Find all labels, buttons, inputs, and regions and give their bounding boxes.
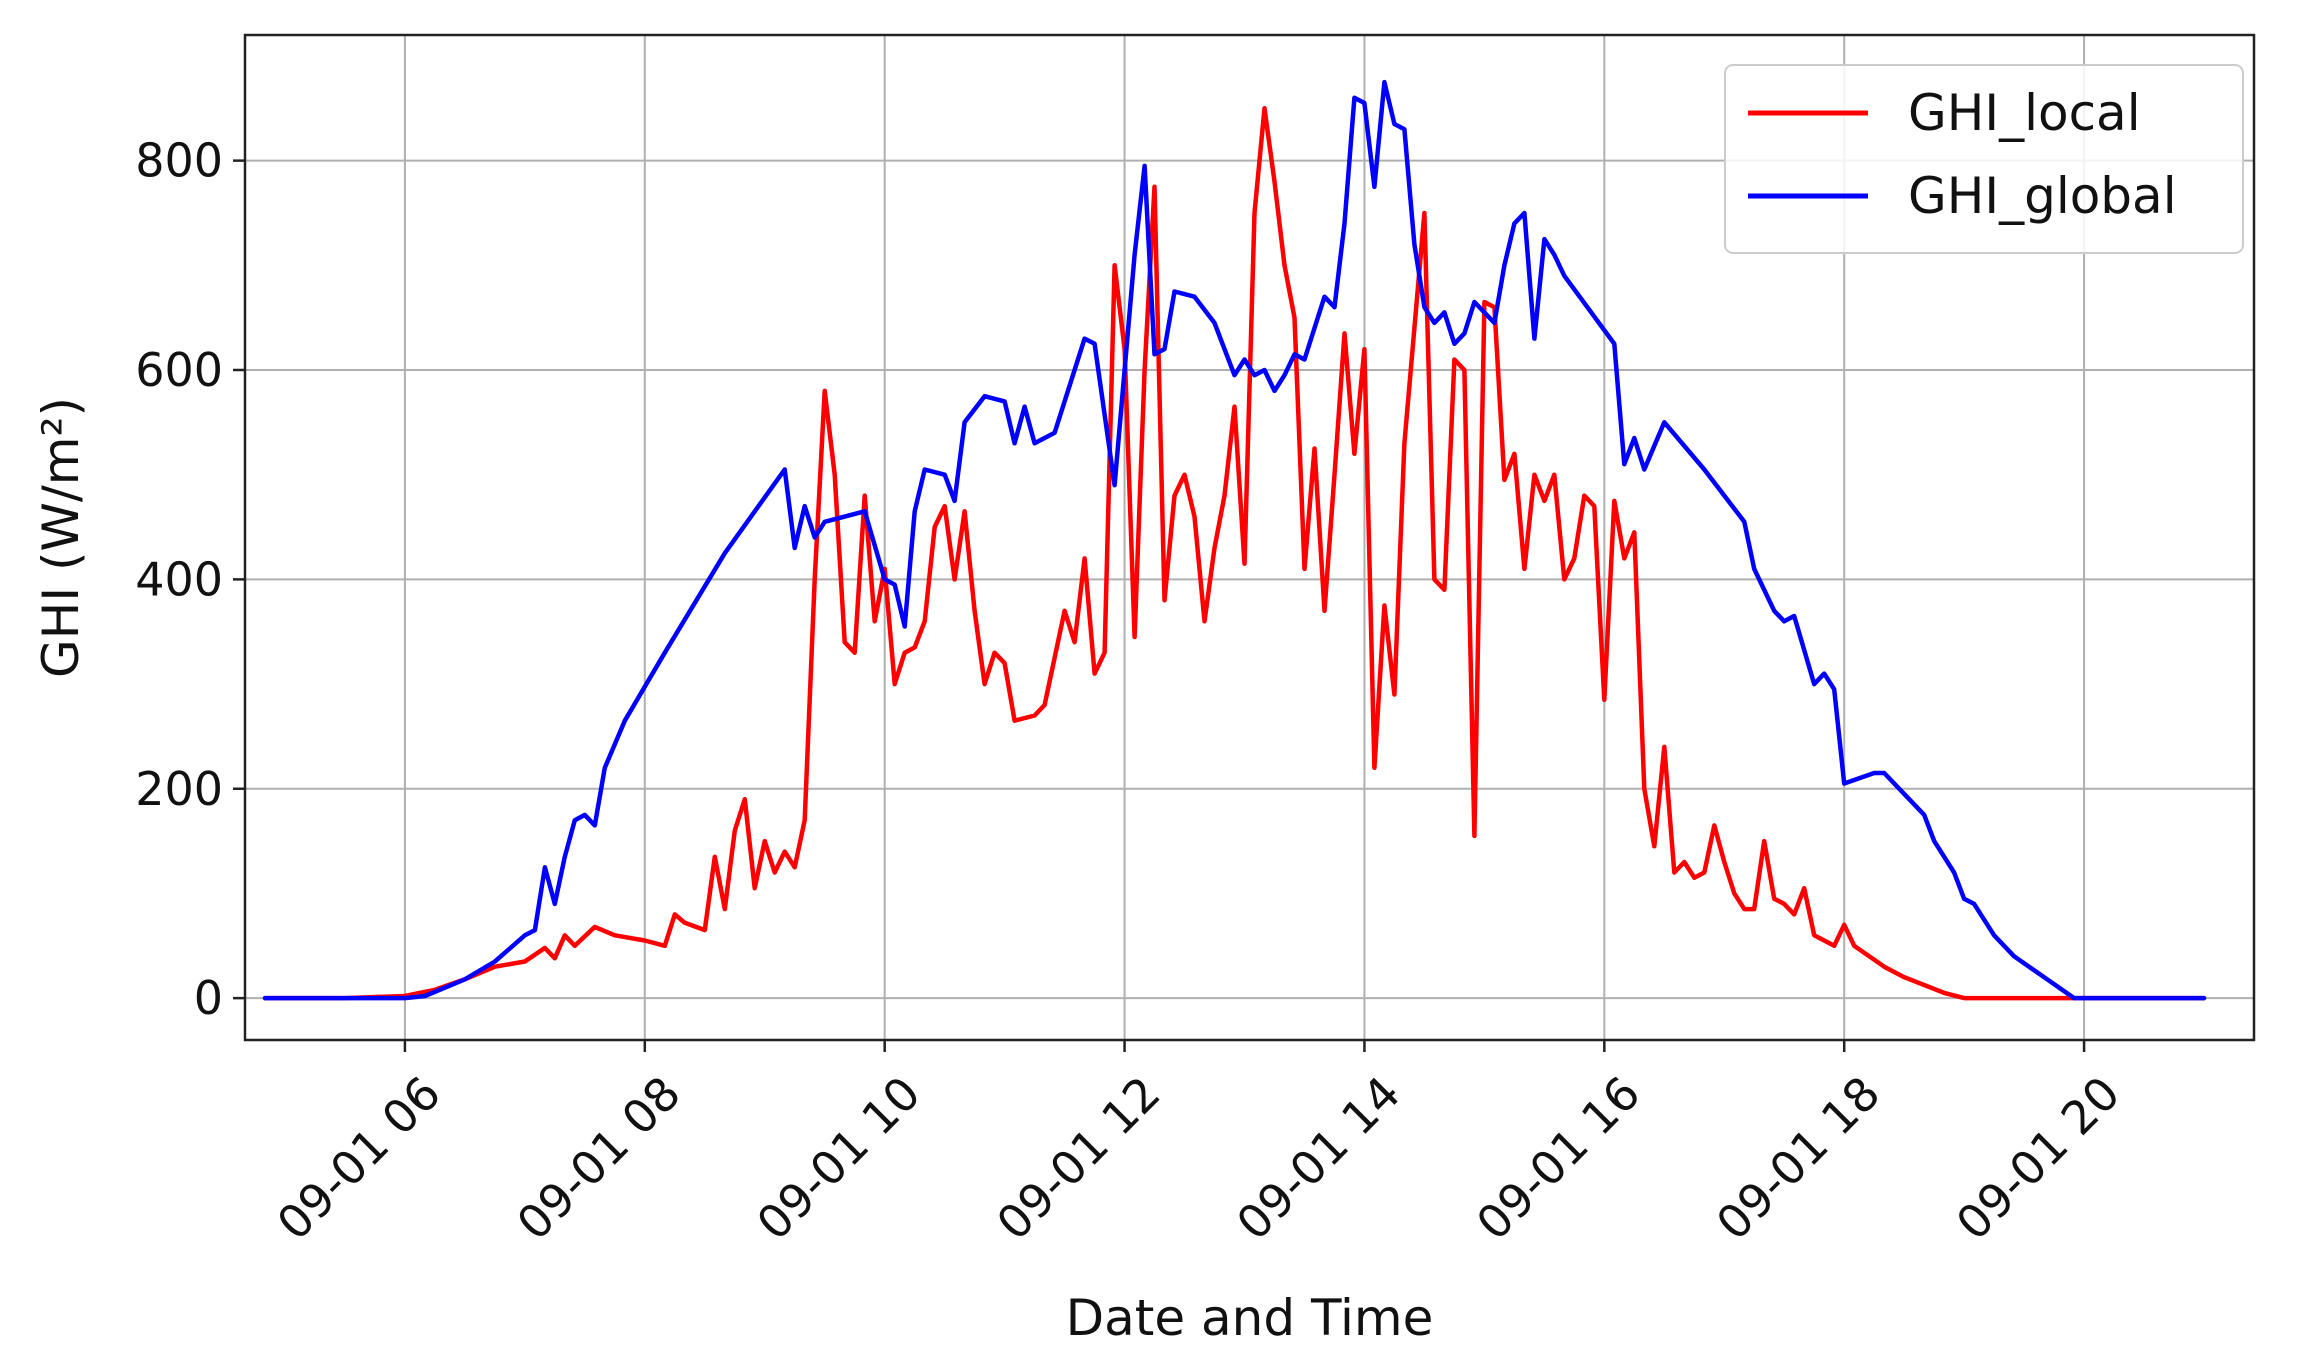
x-tick-label: 09-01 20 <box>1946 1066 2130 1250</box>
legend-label-ghi-global: GHI_global <box>1908 167 2177 225</box>
y-tick-label: 400 <box>135 552 223 606</box>
x-tick-label: 09-01 06 <box>267 1066 451 1250</box>
y-tick-label: 800 <box>135 134 223 188</box>
x-axis-ticks: 09-01 06 09-01 08 09-01 10 09-01 12 09-01 14… <box>267 1040 2130 1250</box>
x-axis-label: Date and Time <box>1066 1289 1434 1347</box>
x-tick-label: 09-01 12 <box>986 1066 1170 1250</box>
y-axis-ticks: 0 200 400 600 800 <box>135 134 245 1025</box>
legend: GHI_local GHI_global <box>1724 64 2244 254</box>
x-tick-label: 09-01 18 <box>1706 1066 1890 1250</box>
x-tick-label: 09-01 14 <box>1226 1066 1410 1250</box>
y-axis-label: GHI (W/m²) <box>32 397 90 678</box>
y-tick-label: 0 <box>194 971 223 1025</box>
series-lines <box>262 79 2207 1001</box>
series-line-ghi-global <box>262 79 2207 1001</box>
plot-frame <box>243 33 2256 1042</box>
x-tick-label: 09-01 10 <box>746 1066 930 1250</box>
series-line-ghi-local <box>262 106 2207 1001</box>
legend-label-ghi-local: GHI_local <box>1908 84 2141 142</box>
x-tick-label: 09-01 08 <box>506 1066 690 1250</box>
x-tick-label: 09-01 16 <box>1466 1066 1650 1250</box>
y-tick-label: 600 <box>135 343 223 397</box>
y-tick-label: 200 <box>135 762 223 816</box>
